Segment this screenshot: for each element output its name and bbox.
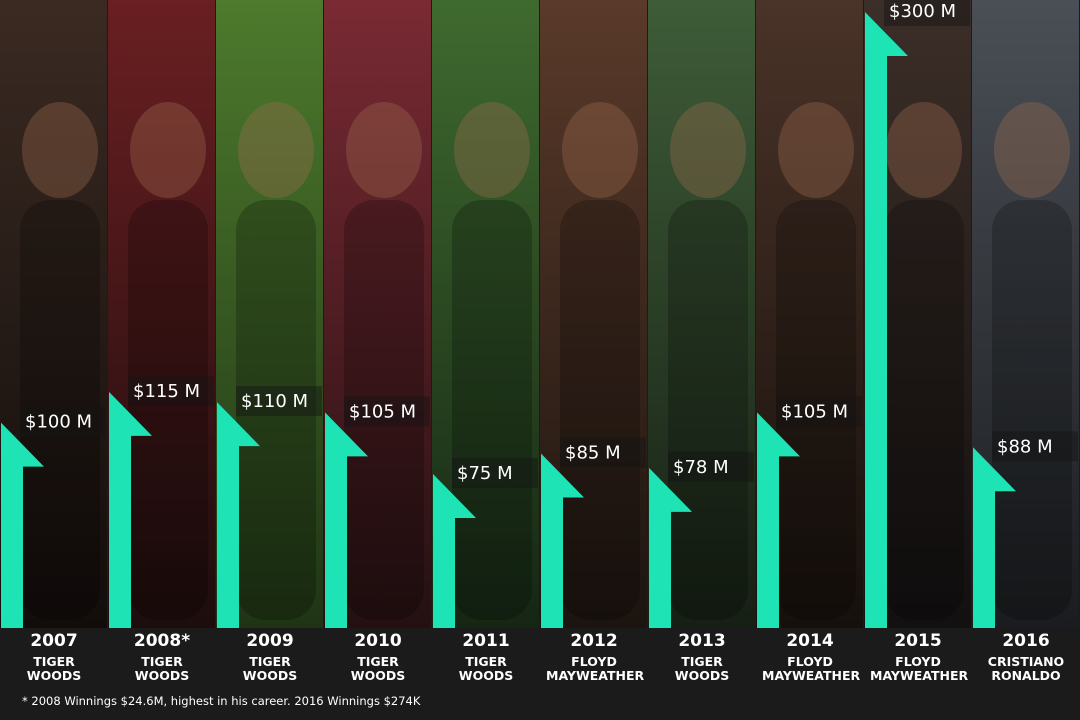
bar (109, 391, 152, 628)
bar (649, 467, 692, 628)
bar (973, 447, 1016, 628)
bar (541, 453, 584, 628)
value-label: $110 M (241, 391, 308, 412)
photo-figure (22, 102, 98, 198)
value-label-bg (20, 406, 106, 437)
year-label: 2011 (462, 631, 510, 651)
photo-body (560, 200, 640, 620)
photo-body (20, 200, 100, 620)
photo-figure (670, 102, 746, 198)
value-label: $105 M (781, 401, 848, 422)
bar (217, 402, 260, 628)
value-label-bg (452, 458, 538, 488)
photo-body (128, 200, 208, 620)
bar (325, 412, 368, 628)
photo-figure (454, 102, 530, 198)
athlete-label: FLOYD MAYWEATHER (870, 654, 969, 683)
value-label: $75 M (457, 463, 513, 484)
value-label: $100 M (25, 412, 92, 433)
athlete-label: TIGER WOODS (350, 654, 406, 683)
photo-body (236, 200, 316, 620)
value-label-bg (668, 451, 754, 482)
value-label-bg (344, 396, 430, 427)
year-label: 2009 (246, 631, 294, 651)
photo-body (452, 200, 532, 620)
value-label: $88 M (997, 436, 1053, 457)
athlete-label: TIGER WOODS (458, 654, 514, 683)
value-label: $85 M (565, 442, 621, 463)
photo-body (992, 200, 1072, 620)
year-label: 2013 (678, 631, 726, 651)
bar (1, 422, 44, 628)
bar (757, 412, 800, 628)
value-label-bg (992, 431, 1078, 462)
year-label: 2008* (133, 631, 191, 651)
value-label: $105 M (349, 401, 416, 422)
year-label: 2007 (30, 631, 78, 651)
photo-figure (994, 102, 1070, 198)
value-label: $115 M (133, 381, 200, 402)
athlete-label: FLOYD MAYWEATHER (546, 654, 645, 683)
bar (433, 474, 476, 628)
photo-body (668, 200, 748, 620)
athlete-label: CRISTIANO RONALDO (987, 654, 1065, 683)
athlete-label: TIGER WOODS (26, 654, 82, 683)
year-label: 2016 (1002, 631, 1050, 651)
bar (865, 12, 908, 628)
photo-figure (778, 102, 854, 198)
year-label: 2012 (570, 631, 618, 651)
photo-figure (562, 102, 638, 198)
value-label-bg (236, 386, 322, 417)
footnote: * 2008 Winnings $24.6M, highest in his c… (22, 694, 421, 708)
value-label-bg (776, 396, 862, 427)
value-label-bg (128, 375, 214, 406)
year-label: 2010 (354, 631, 402, 651)
value-label: $78 M (673, 457, 729, 478)
athlete-label: TIGER WOODS (242, 654, 298, 683)
value-label: $300 M (889, 1, 956, 22)
athlete-label: TIGER WOODS (134, 654, 190, 683)
photo-body (884, 200, 964, 620)
athlete-label: TIGER WOODS (674, 654, 730, 683)
value-label-bg (560, 437, 646, 468)
photo-figure (346, 102, 422, 198)
athlete-label: FLOYD MAYWEATHER (762, 654, 861, 683)
value-label-bg (884, 0, 970, 26)
caption-strip (0, 628, 1080, 720)
photo-figure (238, 102, 314, 198)
photo-body (344, 200, 424, 620)
year-label: 2015 (894, 631, 942, 651)
photo-figure (130, 102, 206, 198)
year-label: 2014 (786, 631, 834, 651)
photo-figure (886, 102, 962, 198)
photo-body (776, 200, 856, 620)
